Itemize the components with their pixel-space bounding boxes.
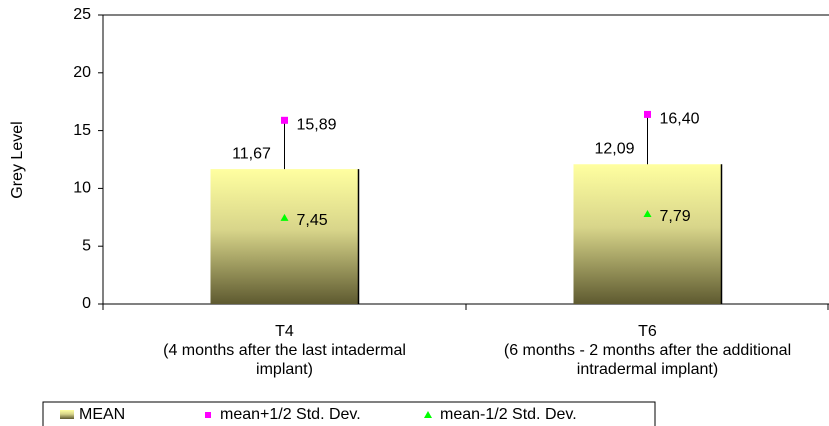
marker: [280, 213, 289, 221]
legend-swatch: [60, 410, 74, 419]
marker: [644, 110, 651, 118]
y-tick-label: 25: [73, 6, 91, 23]
legend-swatch: [205, 412, 211, 418]
y-tick-label: 10: [73, 180, 91, 197]
legend-label: MEAN: [79, 406, 125, 423]
y-tick-label: 20: [73, 64, 91, 81]
marker: [643, 209, 652, 217]
data-label: 12,09: [594, 140, 634, 157]
data-label: 15,89: [297, 117, 337, 134]
legend-label: mean-1/2 Std. Dev.: [440, 406, 577, 423]
data-label: 7,45: [297, 212, 328, 229]
data-label: 16,40: [660, 111, 700, 128]
y-tick-label: 15: [73, 122, 91, 139]
legend-box: [42, 401, 656, 426]
legend-label: mean+1/2 Std. Dev.: [220, 406, 361, 423]
x-tick-label: T4 (4 months after the last intadermal i…: [163, 323, 406, 378]
data-label: 11,67: [232, 145, 271, 162]
marker: [281, 116, 288, 124]
legend-swatch: [424, 411, 432, 418]
bar: [210, 169, 359, 304]
bar: [573, 164, 722, 304]
y-axis-label: Grey Level: [9, 121, 26, 198]
y-tick-label: 5: [82, 237, 91, 254]
data-label: 7,79: [660, 208, 691, 225]
x-tick-label: T6 (6 months - 2 months after the additi…: [503, 323, 792, 378]
y-tick-label: 0: [82, 295, 91, 312]
